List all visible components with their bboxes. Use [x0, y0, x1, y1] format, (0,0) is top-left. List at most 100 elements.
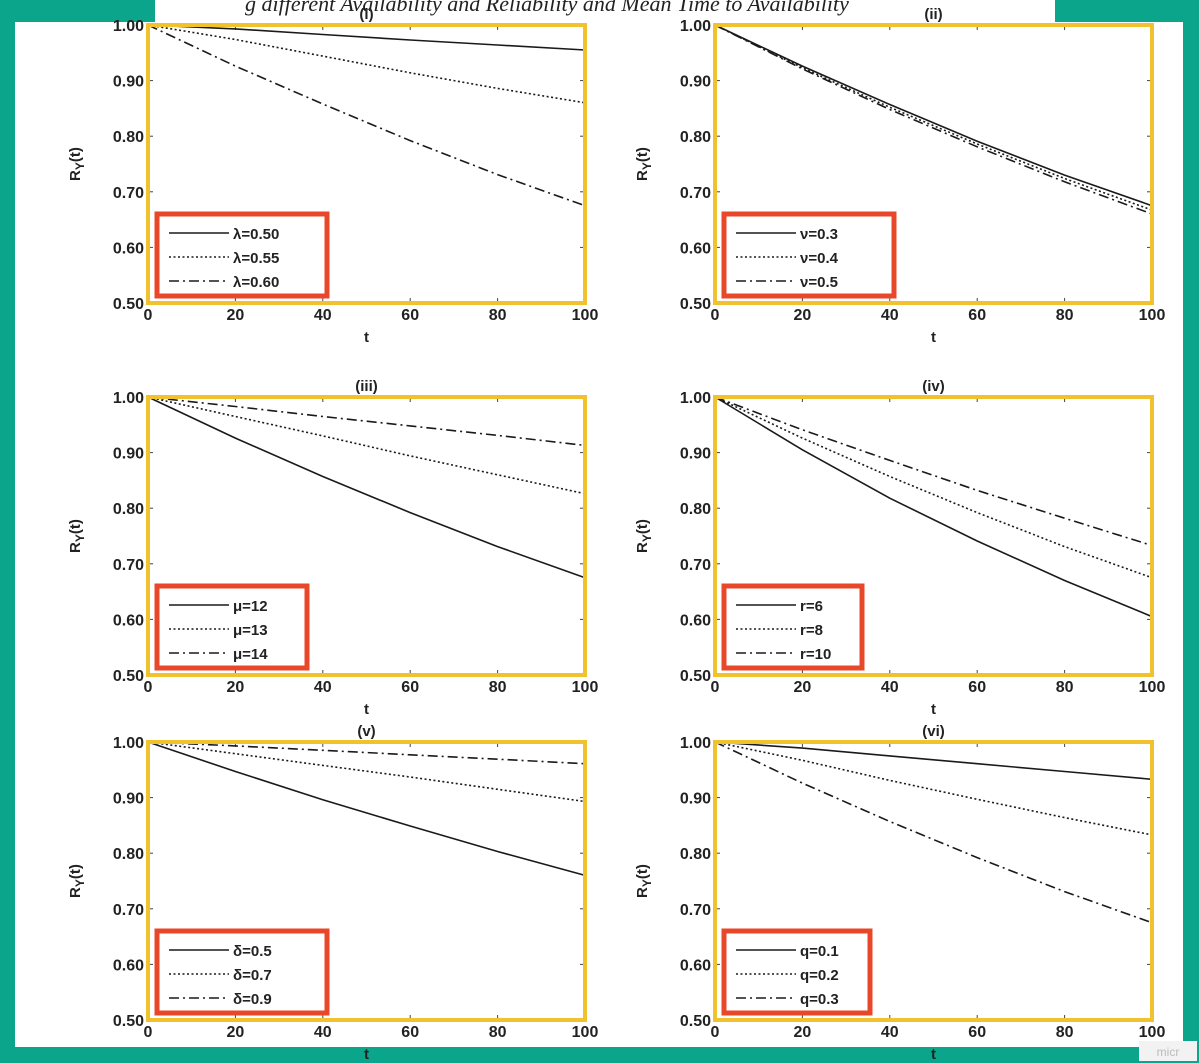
- x-axis-label: t: [364, 1046, 369, 1061]
- x-tick-label: 60: [968, 1024, 986, 1041]
- legend-box: [721, 928, 873, 1016]
- legend-label: λ=0.60: [233, 274, 279, 291]
- series-line-3: [714, 396, 1153, 547]
- caption-strip: g different Availability and Reliability…: [155, 0, 1055, 22]
- x-tick-label: 0: [144, 307, 153, 324]
- series-line-2: [147, 24, 586, 104]
- series-line-3: [714, 741, 1153, 924]
- x-tick-label: 0: [144, 679, 153, 696]
- y-tick-label: 1.00: [113, 735, 144, 752]
- y-tick-label: 0.60: [113, 957, 144, 974]
- y-tick-label: 0.80: [680, 501, 711, 518]
- x-tick-label: 100: [572, 307, 599, 324]
- x-axis-label: t: [364, 329, 369, 346]
- y-axis-label: RY(t): [634, 864, 654, 898]
- subplot-5: 0 20 40 60 80 100 0.50 0.60 0.70 0.80 0.90 1.00 (v) t…: [67, 723, 598, 1061]
- legend-box: [154, 928, 330, 1016]
- y-tick-label: 0.50: [680, 296, 711, 313]
- x-tick-label: 80: [489, 679, 507, 696]
- x-tick-label: 60: [968, 307, 986, 324]
- y-tick-label: 1.00: [680, 735, 711, 752]
- legend-label: r=6: [800, 598, 823, 615]
- x-tick-label: 40: [314, 1024, 332, 1041]
- y-axis-label: RY(t): [634, 147, 654, 181]
- subplot-1: 0 20 40 60 80 100 0.50 0.60 0.70 0.80 0.90 1.00 (i) t…: [67, 6, 598, 346]
- legend-label: δ=0.7: [233, 967, 272, 984]
- subplot-4: 0 20 40 60 80 100 0.50 0.60 0.70 0.80 0.90 1.00 (iv)…: [634, 378, 1165, 718]
- series-line-2: [714, 396, 1153, 579]
- legend-label: ν=0.4: [800, 250, 839, 267]
- plot-frame: [146, 395, 587, 677]
- legend-label: δ=0.5: [233, 943, 272, 960]
- y-axis-label: RY(t): [634, 519, 654, 553]
- plot-frame: [146, 23, 587, 305]
- series-line-1: [147, 24, 586, 51]
- y-tick-label: 1.00: [680, 390, 711, 407]
- y-axis-label: RY(t): [67, 519, 87, 553]
- legend-label: λ=0.55: [233, 250, 279, 267]
- x-tick-label: 0: [144, 1024, 153, 1041]
- subplot-title: (vi): [922, 723, 945, 740]
- y-tick-label: 1.00: [113, 390, 144, 407]
- series-line-2: [714, 24, 1153, 211]
- series-line-3: [147, 741, 586, 765]
- y-tick-label: 0.60: [680, 240, 711, 257]
- series-line-3: [147, 396, 586, 447]
- legend-label: ν=0.3: [800, 226, 838, 243]
- x-tick-label: 0: [711, 1024, 720, 1041]
- y-tick-label: 0.50: [680, 668, 711, 685]
- y-axis-label: RY(t): [67, 147, 87, 181]
- x-tick-label: 100: [1139, 679, 1166, 696]
- x-tick-label: 20: [227, 307, 245, 324]
- x-tick-label: 40: [881, 1024, 899, 1041]
- subplot-3: 0 20 40 60 80 100 0.50 0.60 0.70 0.80 0.90 1.00 (iii…: [67, 378, 598, 718]
- plot-frame: [713, 23, 1154, 305]
- y-tick-label: 0.60: [113, 612, 144, 629]
- x-tick-label: 80: [1056, 1024, 1074, 1041]
- subplot-title: (iv): [922, 378, 945, 395]
- x-axis-label: t: [931, 701, 936, 718]
- series-line-1: [714, 741, 1153, 781]
- x-tick-label: 40: [314, 679, 332, 696]
- caption-text: g different Availability and Reliability…: [245, 0, 849, 16]
- y-tick-label: 0.80: [113, 846, 144, 863]
- watermark: micr: [1139, 1041, 1197, 1061]
- x-tick-label: 80: [1056, 679, 1074, 696]
- y-tick-label: 0.90: [680, 791, 711, 808]
- x-tick-label: 20: [794, 307, 812, 324]
- x-tick-label: 80: [489, 1024, 507, 1041]
- x-tick-label: 60: [401, 1024, 419, 1041]
- x-tick-label: 80: [1056, 307, 1074, 324]
- y-tick-label: 0.80: [680, 846, 711, 863]
- legend-label: q=0.3: [800, 991, 839, 1008]
- plot-frame: [146, 740, 587, 1022]
- legend-label: μ=12: [233, 598, 268, 615]
- y-tick-label: 0.70: [113, 902, 144, 919]
- x-tick-label: 20: [227, 679, 245, 696]
- legend-label: q=0.1: [800, 943, 839, 960]
- subplot-6: 0 20 40 60 80 100 0.50 0.60 0.70 0.80 0.90 1.00 (vi)…: [634, 723, 1165, 1061]
- subplot-title: (ii): [924, 6, 942, 23]
- x-tick-label: 100: [572, 1024, 599, 1041]
- legend-box: [721, 211, 897, 299]
- legend-label: ν=0.5: [800, 274, 838, 291]
- series-line-3: [714, 24, 1153, 215]
- y-tick-label: 0.80: [113, 129, 144, 146]
- legend-label: λ=0.50: [233, 226, 279, 243]
- y-tick-label: 0.50: [113, 1013, 144, 1030]
- x-tick-label: 100: [572, 679, 599, 696]
- x-tick-label: 20: [794, 1024, 812, 1041]
- y-tick-label: 0.90: [680, 74, 711, 91]
- y-tick-label: 0.70: [680, 557, 711, 574]
- y-tick-label: 1.00: [113, 18, 144, 35]
- y-tick-label: 0.60: [113, 240, 144, 257]
- y-tick-label: 0.50: [680, 1013, 711, 1030]
- subplot-2: 0 20 40 60 80 100 0.50 0.60 0.70 0.80 0.90 1.00 (ii)…: [634, 6, 1165, 346]
- series-line-1: [714, 24, 1153, 207]
- legend-label: q=0.2: [800, 967, 839, 984]
- plot-frame: [713, 395, 1154, 677]
- x-tick-label: 0: [711, 679, 720, 696]
- series-line-2: [147, 741, 586, 803]
- y-tick-label: 0.90: [113, 446, 144, 463]
